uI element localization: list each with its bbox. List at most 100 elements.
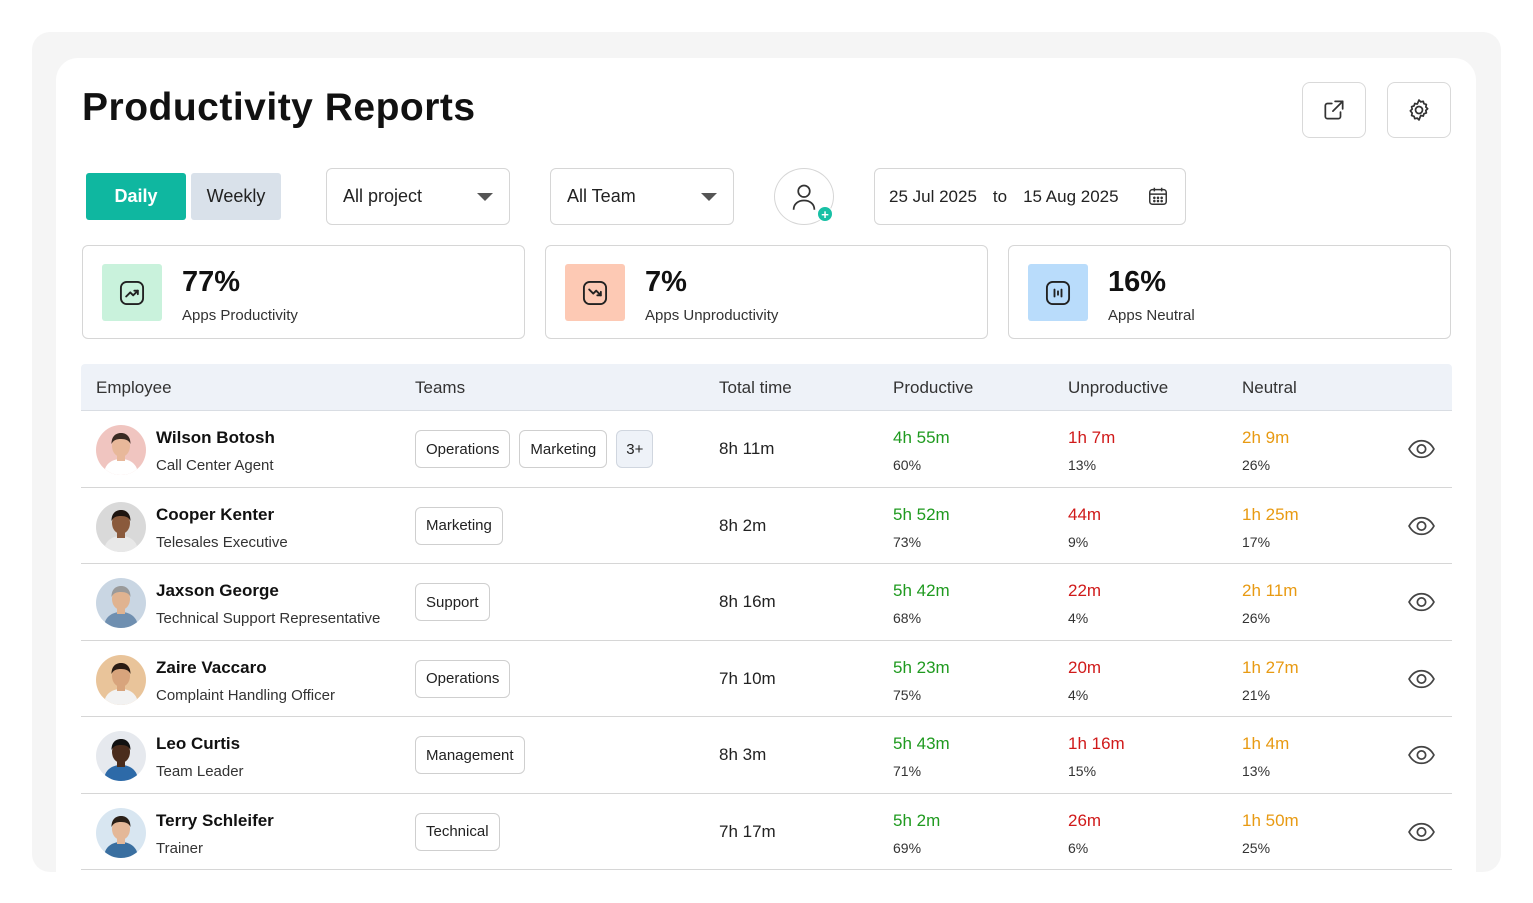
table-body: Wilson Botosh Call Center Agent Operatio… [81, 411, 1452, 870]
neutral-percent: 26% [1242, 457, 1271, 473]
employee-role: Technical Support Representative [156, 610, 381, 627]
team-tags: Operations [415, 659, 511, 698]
team-tags: Support [415, 583, 490, 621]
avatar [96, 654, 146, 705]
unproductive-percent: 6% [1068, 839, 1089, 856]
employee-name[interactable]: Cooper Kenter [156, 504, 275, 524]
employee-role: Call Center Agent [156, 457, 274, 474]
team-select[interactable]: All Team [550, 168, 734, 225]
caret-down-icon [477, 193, 493, 201]
team-tag[interactable]: Marketing [519, 430, 608, 468]
eye-icon[interactable] [1407, 513, 1436, 539]
neutral-percent: 26% [1242, 610, 1271, 626]
team-tag[interactable]: Technical [415, 812, 500, 851]
productive-percent: 60% [893, 457, 922, 473]
employee-name[interactable]: Terry Schleifer [156, 810, 274, 830]
project-select-value: All project [343, 186, 423, 206]
date-separator: to [992, 186, 1008, 206]
user-icon [792, 184, 816, 210]
report-card [56, 58, 1476, 903]
project-select[interactable]: All project [326, 168, 510, 225]
total-time: 8h 11m [719, 439, 775, 458]
productive-percent: 69% [893, 839, 922, 856]
avatar [96, 731, 146, 781]
export-button[interactable] [1302, 82, 1366, 138]
unproductive-time: 26m [1068, 810, 1102, 830]
avatar [96, 501, 146, 552]
team-tags: Marketing [415, 506, 503, 545]
tab-weekly[interactable]: Weekly [191, 173, 281, 220]
productive-time: 5h 23m [893, 657, 950, 677]
col-unproductive[interactable]: Unproductive [1068, 378, 1169, 397]
table-header: Employee Teams Total time Productive Unp… [81, 364, 1452, 411]
productivity-table: Employee Teams Total time Productive Unp… [81, 364, 1452, 870]
team-tags: Technical [415, 812, 500, 851]
col-employee[interactable]: Employee [96, 378, 172, 397]
col-teams[interactable]: Teams [415, 378, 466, 397]
unproductive-time: 1h 7m [1068, 428, 1116, 447]
eye-icon[interactable] [1407, 589, 1436, 615]
stat-value: 16% [1108, 266, 1167, 298]
stat-apps-neutral: 16% Apps Neutral [1008, 245, 1451, 339]
unproductive-percent: 13% [1068, 457, 1097, 473]
external-link-icon [1324, 100, 1344, 120]
employee-name[interactable]: Jaxson George [156, 581, 279, 600]
employee-name[interactable]: Wilson Botosh [156, 428, 275, 447]
table-row: Leo Curtis Team Leader Management 8h 3m … [81, 717, 1452, 794]
gear-icon [1409, 99, 1429, 121]
team-tags: Management [415, 736, 525, 774]
employee-name[interactable]: Leo Curtis [156, 734, 241, 753]
team-tag[interactable]: Operations [415, 430, 511, 468]
add-user-button[interactable]: + [774, 168, 834, 225]
date-to: 15 Aug 2025 [1023, 186, 1119, 206]
productive-time: 4h 55m [893, 428, 950, 447]
productive-time: 5h 52m [893, 504, 950, 524]
page-title: Productivity Reports [82, 86, 476, 129]
date-range-picker[interactable]: 25 Jul 2025 to 15 Aug 2025 [874, 168, 1186, 225]
stat-icon-box [102, 264, 162, 321]
employee-name[interactable]: Zaire Vaccaro [156, 657, 267, 677]
eye-icon[interactable] [1407, 742, 1436, 768]
more-teams-tag[interactable]: 3+ [616, 430, 654, 468]
total-time: 8h 2m [719, 515, 767, 535]
employee-role: Trainer [156, 839, 203, 857]
avatar [96, 807, 146, 858]
col-productive[interactable]: Productive [893, 378, 974, 397]
stat-label: Apps Unproductivity [645, 307, 779, 324]
neutral-percent: 21% [1242, 686, 1271, 703]
table-row: Terry Schleifer Trainer Technical 7h 17m… [81, 794, 1452, 870]
team-tag[interactable]: Marketing [415, 506, 503, 545]
productive-time: 5h 2m [893, 810, 941, 830]
team-tag[interactable]: Support [415, 583, 490, 621]
productive-percent: 75% [893, 686, 922, 703]
total-time: 7h 10m [719, 668, 776, 688]
col-neutral[interactable]: Neutral [1242, 378, 1297, 397]
productive-time: 5h 43m [893, 734, 950, 753]
stat-icon-box [565, 264, 625, 321]
eye-icon[interactable] [1407, 819, 1436, 845]
trend-down-icon [582, 280, 608, 305]
eye-icon[interactable] [1407, 436, 1436, 462]
unproductive-time: 20m [1068, 657, 1102, 677]
productive-percent: 73% [893, 533, 922, 550]
stat-apps-productivity: 77% Apps Productivity [82, 245, 525, 339]
unproductive-time: 22m [1068, 581, 1102, 600]
avatar [96, 578, 146, 628]
team-tag[interactable]: Operations [415, 659, 511, 698]
tab-daily[interactable]: Daily [86, 173, 186, 220]
table-row: Wilson Botosh Call Center Agent Operatio… [81, 411, 1452, 488]
total-time: 8h 3m [719, 745, 767, 764]
table-row: Cooper Kenter Telesales Executive Market… [81, 488, 1452, 564]
eye-icon[interactable] [1407, 666, 1436, 692]
employee-role: Team Leader [156, 763, 244, 780]
unproductive-percent: 15% [1068, 763, 1097, 779]
team-tag[interactable]: Management [415, 736, 525, 774]
neutral-percent: 13% [1242, 763, 1271, 779]
total-time: 7h 17m [719, 821, 776, 841]
unproductive-time: 44m [1068, 504, 1102, 524]
unproductive-time: 1h 16m [1068, 734, 1125, 753]
col-total-time[interactable]: Total time [719, 378, 792, 397]
team-tags: Operations Marketing 3+ [415, 430, 654, 468]
settings-button[interactable] [1387, 82, 1451, 138]
productive-percent: 68% [893, 610, 922, 626]
